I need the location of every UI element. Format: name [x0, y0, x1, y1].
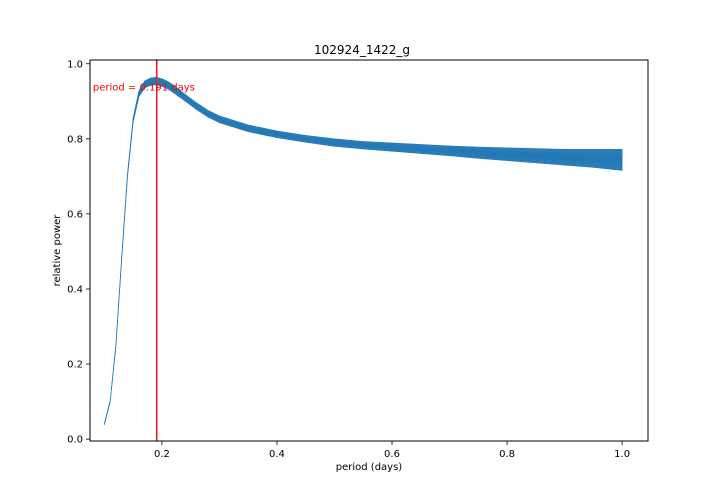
- x-tick-label: 0.2: [154, 449, 170, 460]
- series-band: [104, 76, 623, 425]
- series-layer: [104, 76, 623, 425]
- y-tick-label: 0.4: [67, 284, 83, 295]
- y-axis: 0.0 0.2 0.4 0.6 0.8 1.0: [67, 59, 90, 446]
- plot-area: [89, 59, 649, 442]
- y-axis-label: relative power: [52, 214, 63, 287]
- period-annotation: period = 0.191 days: [93, 82, 195, 93]
- x-tick-label: 0.4: [269, 449, 285, 460]
- x-tick-label: 0.6: [384, 449, 400, 460]
- x-tick-label: 1.0: [614, 449, 630, 460]
- y-tick-label: 0.2: [67, 360, 83, 371]
- series-line: [104, 77, 623, 424]
- y-tick-label: 0.8: [67, 134, 83, 145]
- x-axis-label: period (days): [336, 462, 403, 473]
- y-tick-label: 0.0: [67, 435, 83, 446]
- chart-title: 102924_1422_g: [314, 43, 410, 57]
- y-tick-label: 1.0: [67, 59, 83, 70]
- x-tick-label: 0.8: [499, 449, 515, 460]
- y-tick-label: 0.6: [67, 209, 83, 220]
- x-axis: 0.2 0.4 0.6 0.8 1.0: [154, 441, 630, 460]
